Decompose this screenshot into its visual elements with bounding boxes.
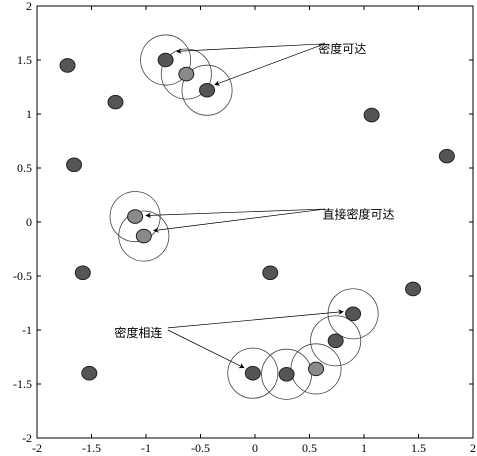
x-tick-label: -0.5 <box>191 441 210 455</box>
neighborhood-circle <box>181 64 233 116</box>
data-point <box>74 265 91 281</box>
data-point <box>327 333 344 349</box>
y-tick-label: 1 <box>26 107 32 121</box>
data-point <box>278 366 295 382</box>
y-tick-label: 0 <box>26 215 32 229</box>
data-point <box>308 361 325 377</box>
data-point <box>107 94 124 110</box>
plot-area <box>36 5 474 439</box>
data-point <box>438 148 455 164</box>
neighborhood-circles <box>109 34 379 400</box>
data-point <box>345 306 362 322</box>
x-tick-label: 2 <box>470 441 476 455</box>
annotation-arrow <box>145 208 325 219</box>
annotation-arrow <box>214 43 325 86</box>
x-tick-label: 0 <box>252 441 258 455</box>
x-tick-label: 1 <box>361 441 367 455</box>
annotation-label: 密度相连 <box>114 325 162 340</box>
data-points <box>59 52 455 382</box>
neighborhood-circle <box>227 347 279 399</box>
data-point <box>405 281 422 297</box>
annotation-label: 直接密度可达 <box>323 206 395 221</box>
y-tick-label: -2 <box>22 431 32 445</box>
annotation-label: 密度可达 <box>318 41 366 56</box>
annotation-arrow <box>153 208 325 233</box>
data-point <box>81 365 98 381</box>
annotation-arrow <box>175 43 325 54</box>
y-axis: -2 -1.5 -1 -0.5 0 0.5 1 1.5 2 <box>13 0 473 445</box>
neighborhood-circle <box>160 48 212 100</box>
x-tick-label: 0.5 <box>302 441 317 455</box>
x-tick-label: -2 <box>32 441 42 455</box>
data-point <box>199 82 216 98</box>
y-tick-label: 1.5 <box>17 53 32 67</box>
data-point <box>127 209 144 224</box>
neighborhood-circle <box>140 34 192 86</box>
data-point <box>262 265 279 281</box>
x-tick-label: 1.5 <box>411 441 426 455</box>
y-tick-label: -0.5 <box>13 269 32 283</box>
y-tick-label: -1 <box>22 323 32 337</box>
data-point <box>66 157 83 173</box>
data-point <box>178 66 195 82</box>
y-tick-label: 0.5 <box>17 161 32 175</box>
annotation-arrow <box>167 329 245 369</box>
x-axis: -2 -1.5 -1 -0.5 0 0.5 1 1.5 2 <box>32 6 476 455</box>
data-point <box>59 58 76 73</box>
annotation-arrows <box>145 43 344 369</box>
data-point <box>157 52 174 68</box>
data-point <box>135 228 152 244</box>
y-tick-label: -1.5 <box>13 377 32 391</box>
x-tick-label: -1.5 <box>82 441 101 455</box>
data-point <box>244 365 261 381</box>
data-point <box>363 107 380 123</box>
neighborhood-circle <box>310 315 362 367</box>
annotation-arrow <box>167 309 344 329</box>
x-tick-label: -1 <box>141 441 151 455</box>
neighborhood-circle <box>327 288 379 340</box>
y-tick-label: 2 <box>26 0 32 13</box>
neighborhood-circle <box>118 210 170 262</box>
